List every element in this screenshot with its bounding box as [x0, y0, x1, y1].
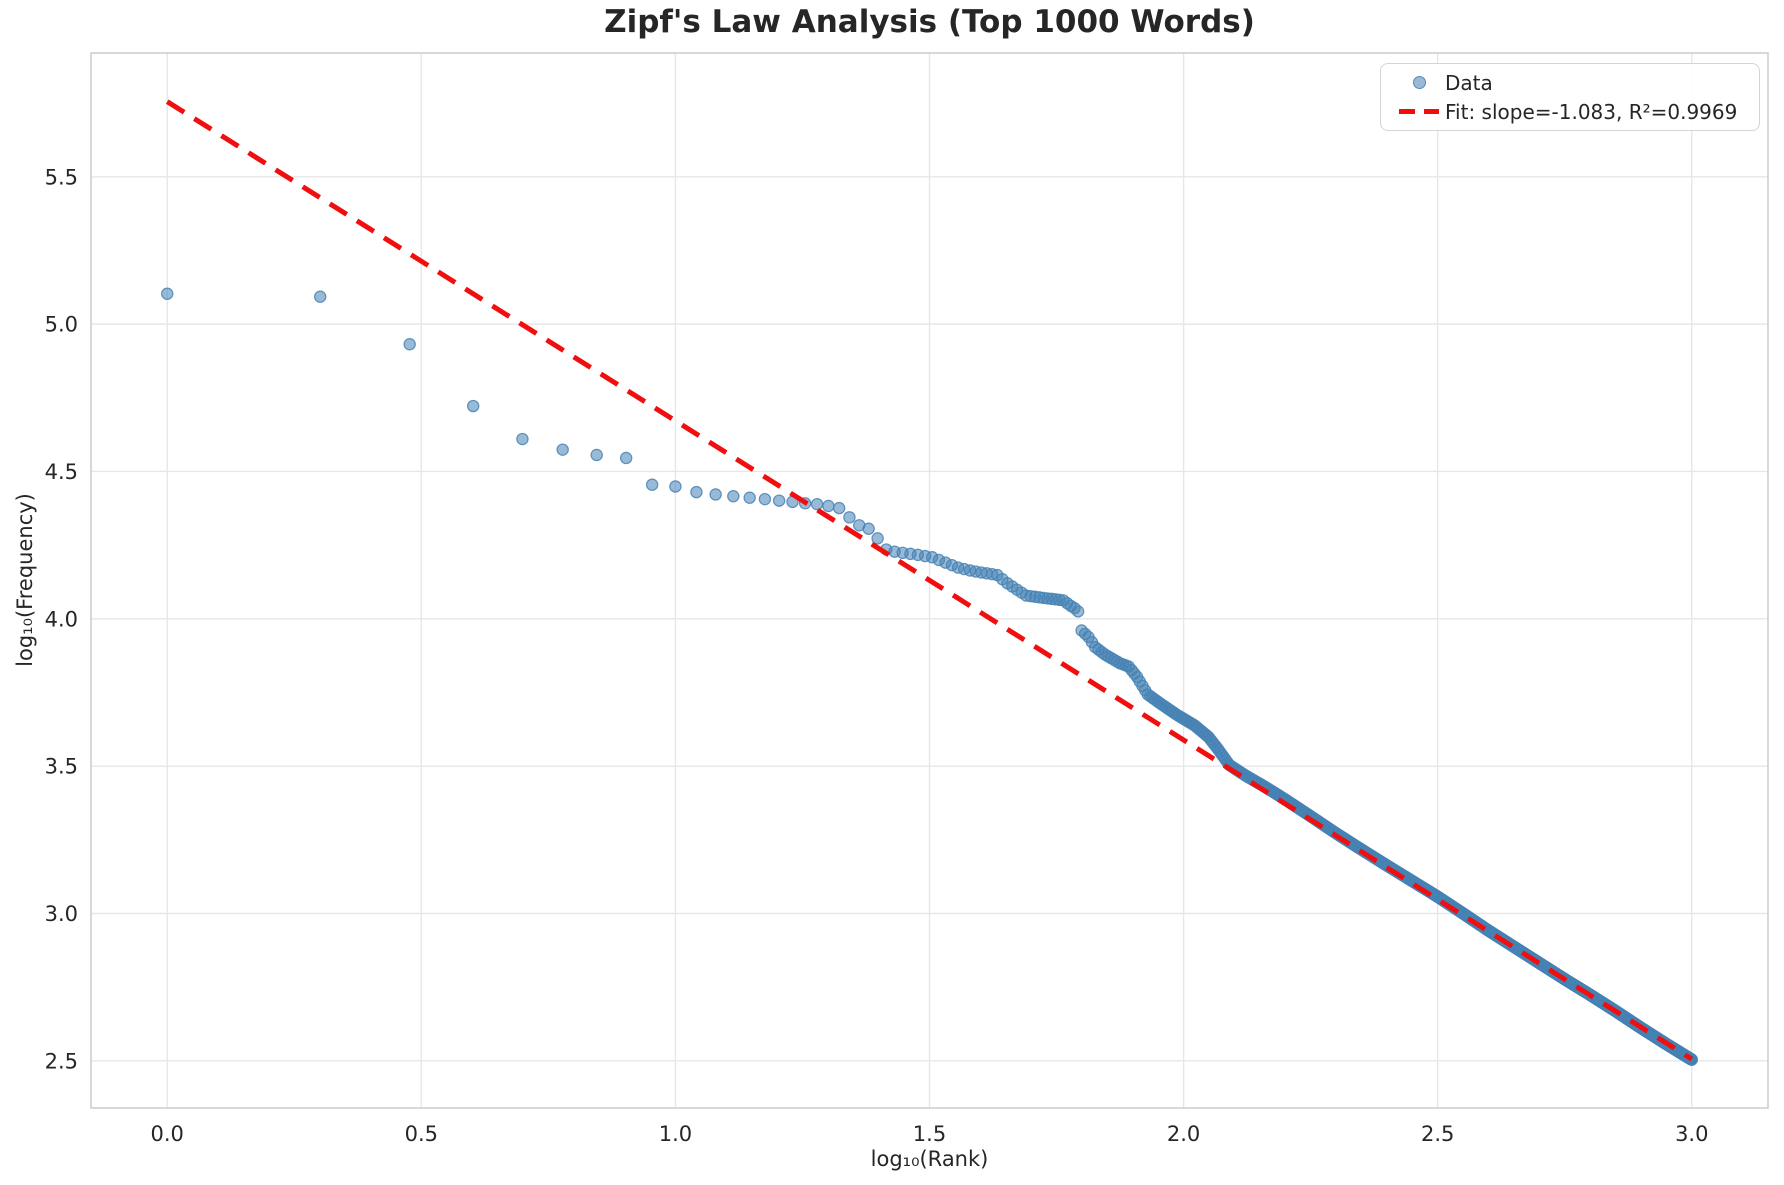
y-tick-label: 5.0 [45, 313, 78, 337]
legend-marker-cell [1393, 76, 1445, 89]
legend-label-data: Data [1445, 70, 1493, 95]
scatter-point [556, 443, 569, 456]
legend-row-data: Data [1393, 70, 1747, 95]
scatter-point [871, 532, 884, 545]
x-tick-label: 2.5 [1421, 1122, 1454, 1146]
scatter-point [1071, 605, 1085, 618]
x-tick-label: 1.0 [659, 1122, 692, 1146]
scatter-point [862, 522, 875, 535]
x-axis-label: log₁₀(Rank) [870, 1147, 989, 1171]
scatter-point [727, 490, 740, 503]
scatter-point [743, 491, 756, 504]
scatter-marker-icon [1412, 76, 1426, 89]
scatter-point [619, 451, 633, 465]
y-tick-label: 2.5 [45, 1049, 78, 1073]
legend-label-fit: Fit: slope=-1.083, R²=0.9969 [1445, 99, 1738, 124]
scatter-point [709, 488, 722, 501]
y-tick-label: 3.5 [45, 755, 78, 779]
x-tick-label: 0.0 [151, 1122, 184, 1146]
x-tick-label: 1.5 [913, 1122, 946, 1146]
scatter-point [403, 338, 416, 351]
plot-border [90, 52, 1769, 1109]
dashed-line-icon [1399, 109, 1439, 114]
scatter-point [690, 485, 703, 499]
legend: Data Fit: slope=-1.083, R²=0.9969 [1380, 63, 1760, 131]
x-tick-label: 3.0 [1675, 1122, 1708, 1146]
x-tick-label: 2.0 [1167, 1122, 1200, 1146]
y-axis-label: log₁₀(Frequency) [13, 493, 37, 667]
scatter-point [466, 399, 480, 413]
scatter-point [832, 501, 846, 515]
scatter-point [161, 287, 174, 300]
x-tick-label: 0.5 [405, 1122, 438, 1146]
scatter-point [645, 478, 659, 491]
scatter-point [810, 497, 824, 511]
scatter-point [843, 511, 856, 524]
y-tick-label: 3.0 [45, 902, 78, 926]
y-tick-label: 5.5 [45, 165, 78, 189]
scatter-point [516, 432, 529, 446]
chart-title: Zipf's Law Analysis (Top 1000 Words) [604, 4, 1255, 40]
scatter-point [590, 448, 603, 462]
scatter-point [758, 492, 772, 506]
y-tick-label: 4.5 [45, 460, 78, 484]
scatter-point [772, 494, 786, 507]
scatter-point [314, 290, 327, 303]
scatter-point [669, 480, 682, 493]
y-tick-label: 4.0 [45, 607, 78, 631]
scatter-point [822, 499, 835, 513]
legend-row-fit: Fit: slope=-1.083, R²=0.9969 [1393, 99, 1747, 124]
legend-marker-cell [1393, 109, 1445, 114]
fit-line [165, 99, 1694, 1062]
